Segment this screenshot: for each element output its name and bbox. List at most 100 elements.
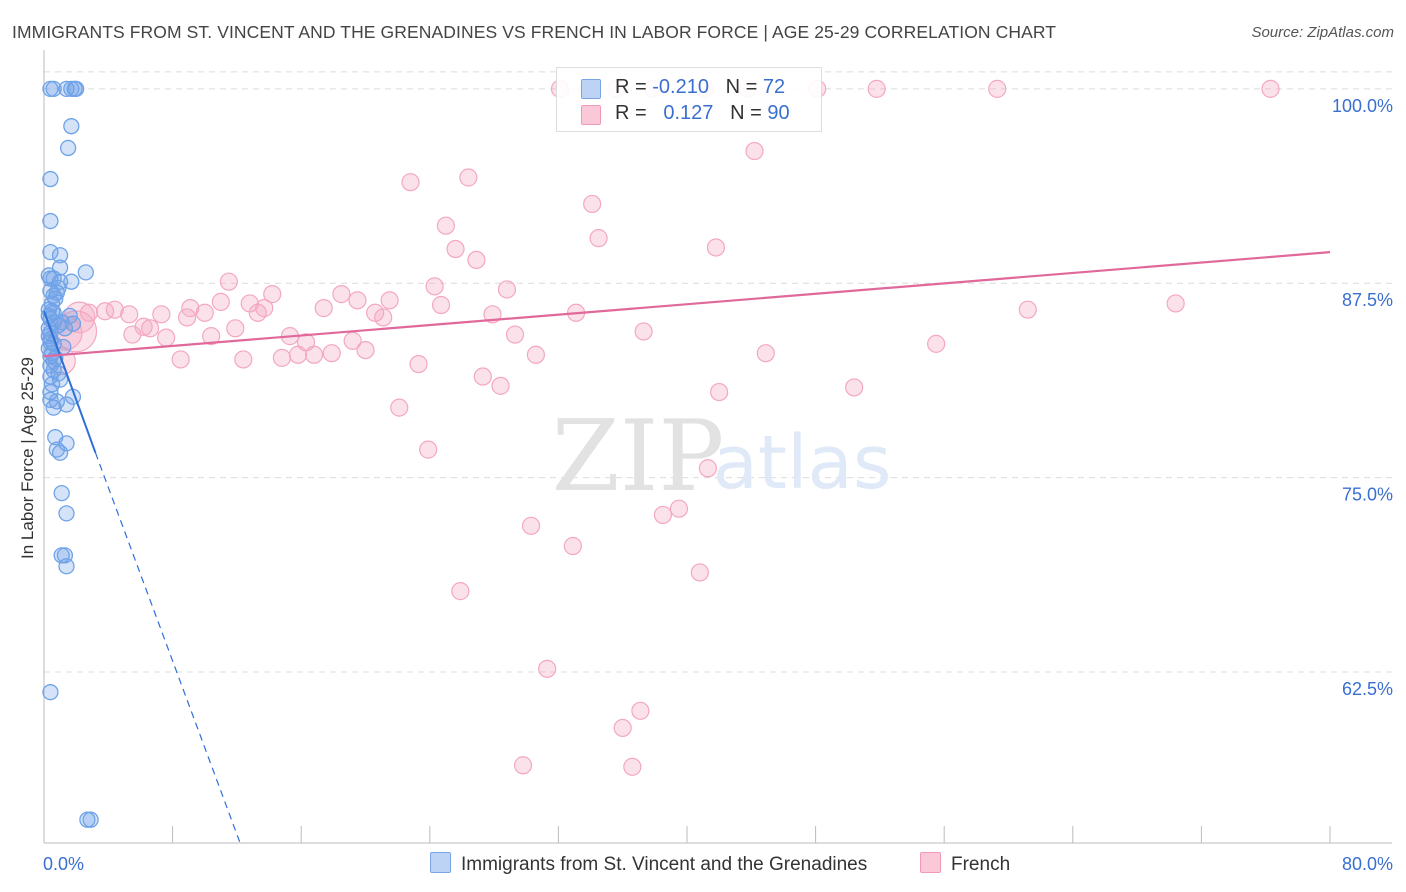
grid-lines bbox=[44, 71, 1392, 673]
point-french bbox=[467, 250, 486, 270]
x-tick-label: 80.0% bbox=[1342, 854, 1393, 874]
point-immigrants bbox=[59, 139, 77, 157]
watermark: ZIP atlas bbox=[552, 400, 892, 514]
point-french bbox=[698, 459, 717, 478]
point-french bbox=[380, 291, 399, 310]
stats-legend: R = -0.210 N = 72 R = 0.127 N = 90 bbox=[556, 67, 822, 132]
point-immigrants bbox=[51, 247, 69, 264]
point-french bbox=[431, 295, 451, 315]
point-french bbox=[845, 378, 864, 397]
point-french bbox=[140, 319, 160, 338]
point-french bbox=[181, 299, 200, 318]
point-french bbox=[521, 516, 541, 535]
bottom-legend-swatch-pink bbox=[920, 852, 941, 873]
point-french bbox=[589, 229, 608, 248]
point-french bbox=[171, 350, 190, 369]
point-immigrants bbox=[58, 435, 75, 452]
watermark-atlas: atlas bbox=[713, 420, 892, 506]
point-immigrants bbox=[56, 320, 74, 337]
point-french bbox=[79, 303, 99, 322]
point-french bbox=[613, 718, 632, 738]
point-immigrants bbox=[45, 80, 62, 98]
watermark-zip: ZIP bbox=[552, 400, 725, 514]
point-french bbox=[374, 308, 393, 327]
bottom-legend-swatch-blue bbox=[430, 852, 451, 873]
point-french bbox=[304, 345, 324, 364]
point-french bbox=[563, 536, 582, 556]
point-french bbox=[927, 334, 946, 353]
trend-lines bbox=[43, 251, 1331, 844]
point-french bbox=[867, 79, 886, 98]
point-french bbox=[513, 756, 533, 775]
point-french bbox=[451, 582, 470, 601]
point-french bbox=[157, 328, 176, 347]
bottom-legend-french: French bbox=[920, 852, 1010, 876]
trend-line-immigrants-extrapolated bbox=[94, 452, 241, 844]
point-immigrants bbox=[58, 505, 75, 522]
y-tick-label: 87.5% bbox=[1342, 290, 1393, 310]
point-immigrants bbox=[42, 243, 59, 261]
point-immigrants bbox=[53, 484, 70, 502]
point-french bbox=[219, 272, 238, 291]
chart-title: IMMIGRANTS FROM ST. VINCENT AND THE GREN… bbox=[12, 22, 1057, 42]
point-french bbox=[134, 317, 153, 336]
point-french bbox=[314, 299, 333, 318]
point-french bbox=[120, 305, 139, 324]
point-french bbox=[332, 285, 351, 304]
legend-r-value: 0.127 bbox=[663, 102, 714, 124]
bottom-legend-immigrants: Immigrants from St. Vincent and the Gren… bbox=[430, 852, 867, 876]
y-tick-label: 100.0% bbox=[1332, 96, 1393, 116]
point-immigrants bbox=[42, 170, 59, 188]
y-axis-label: In Labor Force | Age 25-29 bbox=[18, 357, 37, 559]
point-french bbox=[322, 344, 341, 363]
source-label: Source: ZipAtlas.com bbox=[1251, 24, 1394, 41]
point-french bbox=[497, 280, 517, 299]
point-french bbox=[390, 398, 409, 417]
point-immigrants bbox=[51, 371, 69, 388]
point-french bbox=[756, 344, 775, 363]
point-french bbox=[473, 367, 492, 386]
point-immigrants bbox=[82, 811, 99, 828]
point-french bbox=[1261, 79, 1280, 98]
point-french bbox=[226, 319, 245, 338]
point-french bbox=[988, 79, 1007, 98]
legend-n-value: 72 bbox=[762, 76, 786, 98]
legend-r-value: -0.210 bbox=[652, 76, 709, 98]
point-french bbox=[263, 285, 282, 304]
point-immigrants bbox=[43, 376, 61, 393]
point-french bbox=[623, 757, 642, 776]
point-french bbox=[419, 440, 438, 459]
point-french bbox=[505, 325, 525, 344]
point-french bbox=[653, 505, 672, 525]
point-french bbox=[459, 168, 478, 187]
point-french bbox=[348, 291, 367, 310]
point-french bbox=[446, 239, 465, 259]
point-french bbox=[634, 322, 653, 341]
point-french bbox=[436, 216, 455, 235]
point-french bbox=[706, 238, 726, 257]
point-immigrants bbox=[45, 304, 62, 321]
point-immigrants bbox=[58, 396, 75, 413]
point-immigrants bbox=[42, 684, 59, 701]
point-french bbox=[583, 194, 602, 214]
point-immigrants bbox=[64, 315, 82, 332]
point-french bbox=[202, 327, 221, 346]
point-french bbox=[1018, 300, 1037, 319]
point-french bbox=[401, 173, 420, 192]
point-french bbox=[538, 659, 557, 678]
point-immigrants bbox=[50, 279, 67, 297]
x-tick-label: 0.0% bbox=[43, 854, 84, 874]
point-french bbox=[409, 354, 428, 374]
point-immigrants bbox=[42, 212, 59, 230]
point-immigrants bbox=[68, 80, 85, 98]
point-french bbox=[255, 299, 274, 318]
trend-line-immigrants bbox=[43, 310, 97, 454]
y-tick-label: 62.5% bbox=[1342, 679, 1393, 699]
point-french bbox=[425, 277, 444, 296]
point-french bbox=[195, 303, 214, 322]
point-french bbox=[491, 376, 510, 395]
point-immigrants bbox=[63, 118, 80, 135]
tick-labels: 100.0% 87.5% 75.0% 62.5% 0.0% 80.0% bbox=[43, 96, 1393, 874]
y-tick-label: 75.0% bbox=[1342, 485, 1393, 505]
point-french bbox=[1166, 294, 1185, 313]
